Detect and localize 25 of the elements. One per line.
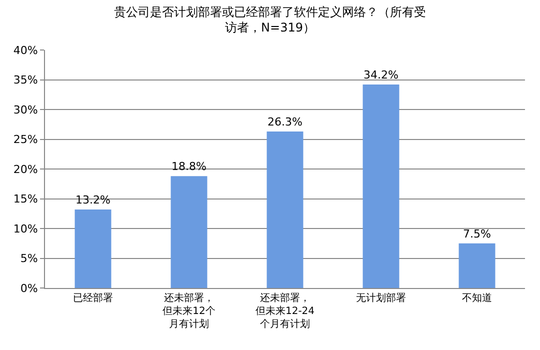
bar: [74, 209, 112, 288]
bar: [170, 176, 208, 288]
x-tick-label: 不知道: [462, 292, 492, 304]
x-tick-label: 还未部署，但未来12-24个月有计划: [255, 292, 315, 330]
chart-title: 贵公司是否计划部署或已经部署了软件定义网络？（所有受访者，N=319）: [114, 4, 426, 34]
x-tick-label: 还未部署，但未来12个月有计划: [162, 292, 216, 330]
bar: [266, 132, 304, 288]
data-label: 13.2%: [76, 193, 110, 206]
y-tick-label: 20%: [13, 162, 38, 176]
data-label: 7.5%: [463, 227, 491, 240]
data-label: 26.3%: [268, 116, 302, 129]
y-tick-label: 5%: [20, 252, 38, 266]
y-tick-label: 40%: [13, 44, 38, 57]
y-tick-label: 0%: [20, 282, 38, 295]
data-label: 34.2%: [364, 68, 398, 82]
y-tick-label: 15%: [13, 192, 38, 206]
x-tick-label: 无计划部署: [356, 292, 406, 304]
data-label: 18.8%: [172, 160, 206, 174]
y-tick-label: 35%: [13, 74, 38, 87]
y-tick-label: 25%: [13, 133, 38, 146]
bar: [362, 84, 400, 288]
y-tick-label: 10%: [13, 222, 38, 236]
bar: [458, 243, 496, 288]
y-tick-label: 30%: [13, 103, 38, 116]
x-tick-label: 已经部署: [73, 292, 113, 304]
